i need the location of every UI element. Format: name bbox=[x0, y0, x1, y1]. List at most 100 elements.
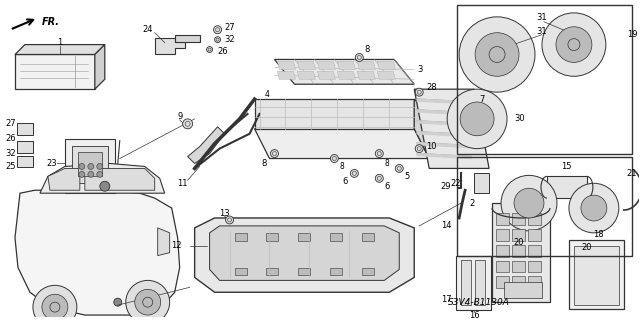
Text: 31: 31 bbox=[537, 13, 547, 22]
Text: 8: 8 bbox=[364, 45, 370, 54]
Bar bbox=[528, 276, 541, 288]
Circle shape bbox=[50, 302, 60, 312]
Text: 27: 27 bbox=[5, 119, 15, 128]
Circle shape bbox=[88, 172, 94, 177]
Text: 29: 29 bbox=[441, 182, 451, 191]
Text: 32: 32 bbox=[5, 149, 15, 158]
Bar bbox=[512, 260, 525, 272]
Circle shape bbox=[207, 47, 212, 52]
Circle shape bbox=[375, 150, 383, 157]
Circle shape bbox=[415, 88, 423, 96]
Polygon shape bbox=[266, 268, 278, 276]
Circle shape bbox=[214, 37, 221, 43]
Circle shape bbox=[330, 155, 339, 163]
Circle shape bbox=[561, 32, 587, 58]
Text: 6: 6 bbox=[384, 182, 390, 191]
Polygon shape bbox=[330, 268, 342, 276]
Text: 11: 11 bbox=[177, 179, 188, 188]
Text: 3: 3 bbox=[417, 65, 422, 74]
Polygon shape bbox=[330, 233, 342, 241]
Circle shape bbox=[143, 297, 153, 307]
Circle shape bbox=[100, 181, 110, 191]
Bar bbox=[574, 246, 619, 305]
Circle shape bbox=[568, 39, 580, 51]
Bar bbox=[512, 213, 525, 225]
Bar bbox=[492, 203, 550, 302]
Circle shape bbox=[350, 169, 358, 177]
Bar bbox=[496, 245, 509, 257]
Polygon shape bbox=[357, 71, 375, 79]
Polygon shape bbox=[210, 226, 399, 280]
Text: 8: 8 bbox=[339, 162, 344, 171]
Circle shape bbox=[138, 292, 157, 312]
Polygon shape bbox=[17, 141, 33, 153]
Polygon shape bbox=[417, 143, 471, 148]
Text: 27: 27 bbox=[225, 23, 236, 32]
Text: 22: 22 bbox=[451, 179, 461, 188]
Polygon shape bbox=[317, 61, 335, 69]
Polygon shape bbox=[298, 61, 316, 69]
Bar bbox=[528, 260, 541, 272]
Circle shape bbox=[79, 172, 85, 177]
Polygon shape bbox=[15, 190, 180, 315]
Polygon shape bbox=[78, 152, 102, 176]
Text: 26: 26 bbox=[5, 134, 15, 143]
Polygon shape bbox=[17, 156, 33, 167]
Polygon shape bbox=[417, 99, 471, 104]
Polygon shape bbox=[40, 164, 164, 193]
Bar bbox=[512, 245, 525, 257]
Circle shape bbox=[214, 26, 221, 34]
Circle shape bbox=[542, 13, 606, 76]
Bar bbox=[569, 240, 624, 309]
Polygon shape bbox=[278, 71, 296, 79]
Polygon shape bbox=[15, 54, 95, 89]
Polygon shape bbox=[85, 168, 155, 190]
Polygon shape bbox=[362, 268, 374, 276]
Polygon shape bbox=[255, 99, 414, 129]
Polygon shape bbox=[275, 60, 414, 84]
Circle shape bbox=[33, 285, 77, 320]
Circle shape bbox=[415, 145, 423, 153]
Circle shape bbox=[45, 297, 65, 317]
Text: 7: 7 bbox=[479, 95, 484, 104]
Text: 16: 16 bbox=[468, 310, 479, 320]
Polygon shape bbox=[337, 71, 355, 79]
Polygon shape bbox=[474, 173, 489, 193]
Polygon shape bbox=[417, 154, 471, 158]
Text: 30: 30 bbox=[514, 114, 525, 124]
Polygon shape bbox=[48, 168, 80, 190]
Circle shape bbox=[126, 280, 170, 320]
Polygon shape bbox=[266, 233, 278, 241]
Text: 15: 15 bbox=[561, 162, 571, 171]
Text: 1: 1 bbox=[57, 38, 63, 47]
Polygon shape bbox=[95, 44, 105, 89]
Circle shape bbox=[375, 174, 383, 182]
Polygon shape bbox=[378, 71, 396, 79]
Text: FR.: FR. bbox=[42, 17, 60, 27]
Polygon shape bbox=[234, 233, 246, 241]
Circle shape bbox=[556, 27, 592, 62]
Bar bbox=[475, 260, 485, 305]
Text: 25: 25 bbox=[5, 162, 15, 171]
Circle shape bbox=[225, 216, 234, 224]
Circle shape bbox=[42, 294, 68, 320]
Circle shape bbox=[447, 89, 507, 148]
Circle shape bbox=[88, 164, 94, 169]
Bar bbox=[496, 229, 509, 241]
Bar bbox=[461, 260, 471, 305]
Bar bbox=[457, 156, 632, 256]
Polygon shape bbox=[298, 71, 316, 79]
Polygon shape bbox=[157, 228, 170, 256]
Text: 24: 24 bbox=[143, 25, 153, 34]
Text: 23: 23 bbox=[46, 159, 57, 168]
Circle shape bbox=[355, 53, 364, 61]
Circle shape bbox=[475, 33, 519, 76]
Circle shape bbox=[569, 183, 619, 233]
Bar bbox=[456, 256, 491, 310]
Circle shape bbox=[581, 195, 607, 221]
Polygon shape bbox=[357, 61, 375, 69]
Polygon shape bbox=[278, 61, 296, 69]
Polygon shape bbox=[15, 44, 105, 54]
Circle shape bbox=[481, 39, 513, 70]
Text: 13: 13 bbox=[220, 209, 230, 218]
